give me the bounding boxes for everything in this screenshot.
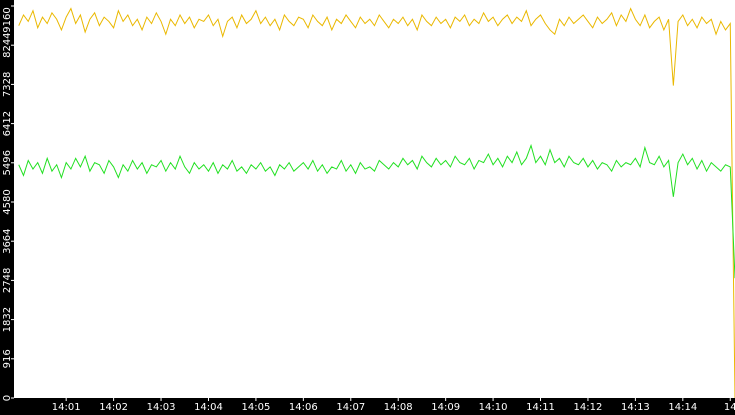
y-tick-label: 8244 bbox=[2, 32, 13, 57]
series-line bbox=[18, 7, 735, 399]
y-tick-label: 0 bbox=[2, 395, 13, 401]
x-tick-label: 14:07 bbox=[336, 402, 365, 413]
x-tick-label: 14:13 bbox=[621, 402, 650, 413]
y-tick-label: 9160 bbox=[2, 7, 13, 32]
x-tick-label: 14:03 bbox=[147, 402, 176, 413]
y-tick-label: 1832 bbox=[2, 307, 13, 332]
x-tick-label: 14:12 bbox=[574, 402, 603, 413]
y-tick-label: 916 bbox=[2, 349, 13, 368]
y-tick-label: 5496 bbox=[2, 150, 13, 175]
x-tick-label: 14:14 bbox=[668, 402, 697, 413]
x-tick-label: 14:10 bbox=[479, 402, 508, 413]
y-tick-label: 4580 bbox=[2, 189, 13, 214]
x-tick-label: 14:05 bbox=[242, 402, 271, 413]
x-tick-label: 14:11 bbox=[526, 402, 555, 413]
y-tick-label: 3664 bbox=[2, 228, 13, 253]
series-line bbox=[18, 143, 735, 279]
x-tick-label: 14 bbox=[724, 402, 735, 413]
y-tick-label: 7328 bbox=[2, 72, 13, 97]
x-axis-band bbox=[0, 398, 735, 415]
x-tick-label: 14:08 bbox=[384, 402, 413, 413]
x-tick-label: 14:04 bbox=[194, 402, 223, 413]
y-tick-label: 6412 bbox=[2, 111, 13, 136]
x-tick-label: 14:06 bbox=[289, 402, 318, 413]
y-tick-label: 2748 bbox=[2, 268, 13, 293]
x-tick-label: 14:01 bbox=[52, 402, 81, 413]
y-axis-band bbox=[0, 0, 14, 415]
x-tick-label: 14:09 bbox=[431, 402, 460, 413]
x-tick-label: 14:02 bbox=[99, 402, 128, 413]
